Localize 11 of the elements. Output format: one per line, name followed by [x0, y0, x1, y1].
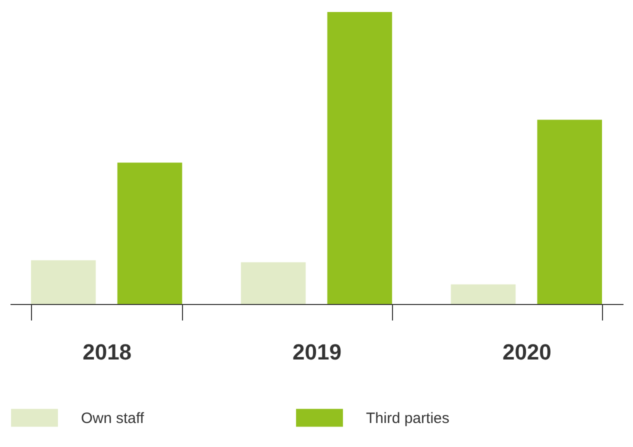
x-tick-label: 2019 [292, 340, 342, 364]
bar [450, 284, 516, 304]
bar [327, 12, 392, 304]
bar [537, 120, 602, 304]
bar [240, 262, 306, 304]
bar [117, 162, 182, 304]
bar [30, 260, 96, 304]
legend-label: Own staff [81, 410, 145, 427]
legend-label: Third parties [366, 410, 450, 427]
x-tick-label: 2018 [82, 340, 132, 364]
x-tick-label: 2020 [502, 340, 552, 364]
